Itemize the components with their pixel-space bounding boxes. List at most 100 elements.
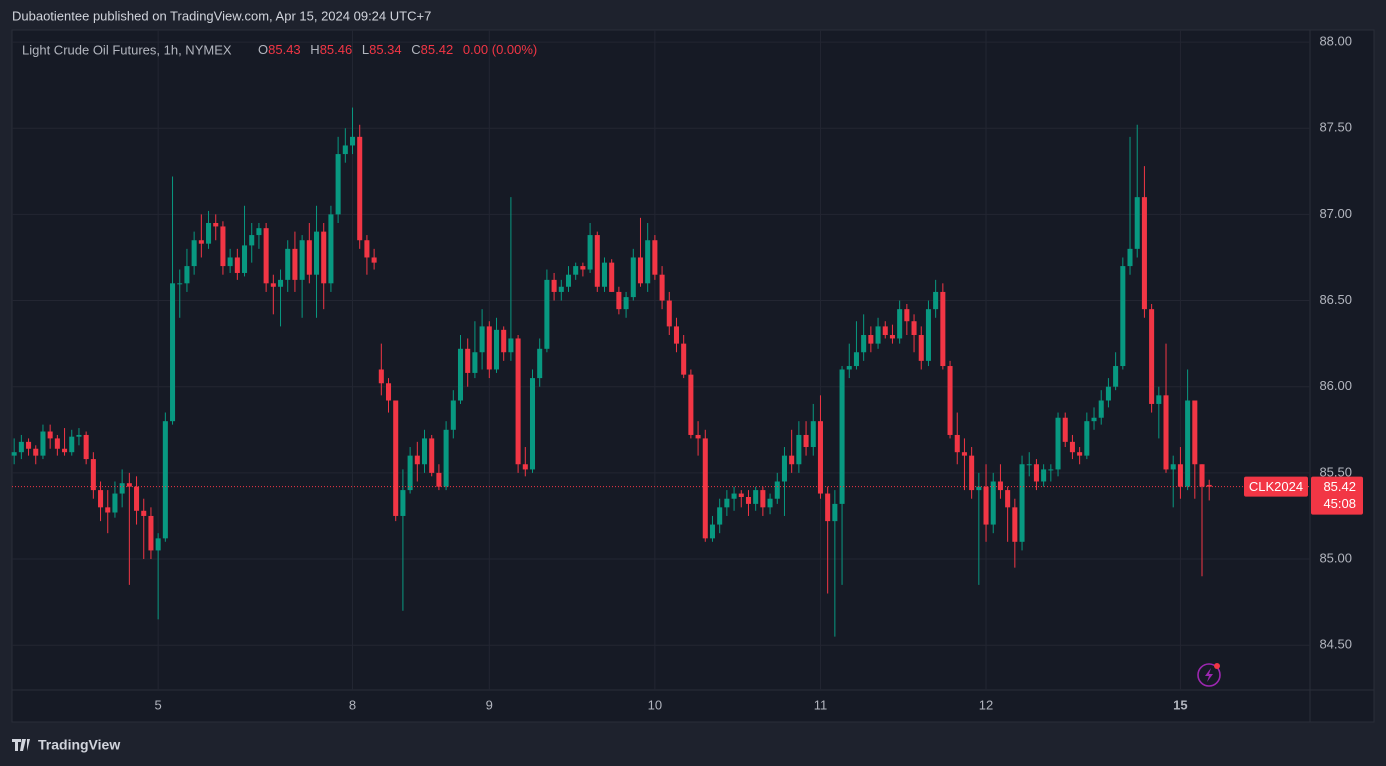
candle-body	[731, 493, 737, 499]
candle-body	[609, 262, 615, 292]
candle-body	[378, 369, 384, 384]
candle-body	[702, 438, 708, 539]
candle-body	[450, 400, 456, 430]
candle-body	[119, 483, 125, 494]
candle-body	[918, 335, 924, 361]
candle-body	[508, 338, 514, 353]
price-tag	[1311, 476, 1363, 515]
candle-body	[385, 383, 392, 401]
candle-body	[839, 369, 845, 504]
candle-body	[904, 309, 910, 322]
candle-body	[400, 490, 406, 516]
candle-body	[616, 291, 622, 310]
candle-body	[33, 448, 39, 456]
brand-logo	[12, 739, 30, 751]
candle-body	[774, 481, 780, 499]
legend-symbol: Light Crude Oil Futures, 1h, NYMEX	[22, 42, 232, 57]
candle-body	[198, 240, 204, 244]
candle-body	[321, 231, 327, 284]
h-label: H	[310, 42, 319, 57]
candle-body	[126, 483, 132, 487]
y-tick-label: 85.00	[1319, 550, 1352, 565]
o-value: 85.43	[268, 42, 301, 57]
candle-body	[393, 400, 399, 516]
candle-body	[515, 338, 521, 465]
candle-body	[738, 493, 744, 497]
candle-body	[537, 348, 543, 379]
candle-body	[753, 490, 759, 504]
candle-body	[853, 352, 859, 367]
candle-body	[1163, 395, 1169, 470]
candle-body	[1098, 400, 1104, 418]
candle-body	[760, 490, 766, 508]
candle-body	[1105, 386, 1111, 401]
candle-body	[76, 434, 82, 437]
candle-body	[1048, 469, 1054, 471]
candle-body	[263, 228, 269, 284]
candle-body	[580, 266, 586, 270]
l-label: L	[362, 42, 369, 57]
candle-body	[803, 434, 809, 448]
candle-body	[328, 214, 334, 284]
candle-body	[1091, 417, 1097, 422]
x-tick-label: 10	[648, 697, 662, 712]
candle-body	[933, 291, 939, 310]
candle-body	[997, 481, 1003, 491]
candle-body	[1156, 395, 1162, 404]
candle-body	[357, 136, 363, 241]
candle-body	[364, 240, 370, 258]
candle-body	[213, 223, 219, 227]
x-tick-label: 15	[1173, 697, 1187, 712]
y-tick-label: 87.50	[1319, 120, 1352, 135]
candle-body	[990, 481, 996, 525]
candle-body	[551, 279, 557, 292]
candle-body	[234, 257, 240, 273]
candle-body	[11, 452, 17, 456]
candle-body	[1185, 400, 1191, 487]
candle-body	[1033, 464, 1039, 482]
candle-body	[486, 326, 492, 370]
candle-body	[429, 438, 435, 473]
candle-body	[256, 228, 262, 236]
candle-body	[558, 286, 564, 292]
candle-body	[443, 429, 449, 487]
candle-body	[882, 326, 888, 336]
candle-body	[472, 352, 478, 373]
candle-body	[666, 300, 672, 327]
candle-body	[976, 486, 982, 491]
candle-body	[652, 240, 658, 275]
candle-body	[573, 266, 579, 275]
x-tick-label: 12	[979, 697, 993, 712]
candle-body	[270, 283, 276, 287]
candle-body	[170, 283, 176, 422]
candle-body	[911, 321, 917, 336]
x-tick-label: 11	[814, 697, 828, 712]
candle-body	[961, 452, 967, 456]
candle-body	[825, 493, 831, 522]
candle-body	[681, 343, 687, 375]
candle-body	[1084, 421, 1090, 456]
candle-body	[587, 235, 593, 270]
candle-body	[90, 459, 96, 491]
candle-body	[673, 326, 679, 344]
candle-body	[62, 448, 68, 453]
candle-body	[220, 226, 226, 267]
candle-body	[206, 223, 212, 244]
candle-body	[40, 431, 46, 456]
y-tick-label: 86.50	[1319, 292, 1352, 307]
published-note: Dubaotientee published on TradingView.co…	[12, 8, 431, 23]
x-tick-label: 9	[486, 697, 493, 712]
candle-body	[285, 248, 291, 280]
candle-body	[529, 378, 536, 470]
y-tick-label: 85.50	[1319, 464, 1352, 479]
alert-icon[interactable]	[1197, 663, 1221, 687]
y-tick-label: 88.00	[1319, 34, 1352, 49]
price-tag-value: 85.42	[1323, 479, 1356, 494]
candle-body	[745, 496, 751, 504]
candle-body	[1005, 490, 1011, 508]
candle-body	[846, 366, 852, 370]
o-label: O	[258, 42, 268, 57]
change: 0.00 (0.00%)	[463, 42, 537, 57]
